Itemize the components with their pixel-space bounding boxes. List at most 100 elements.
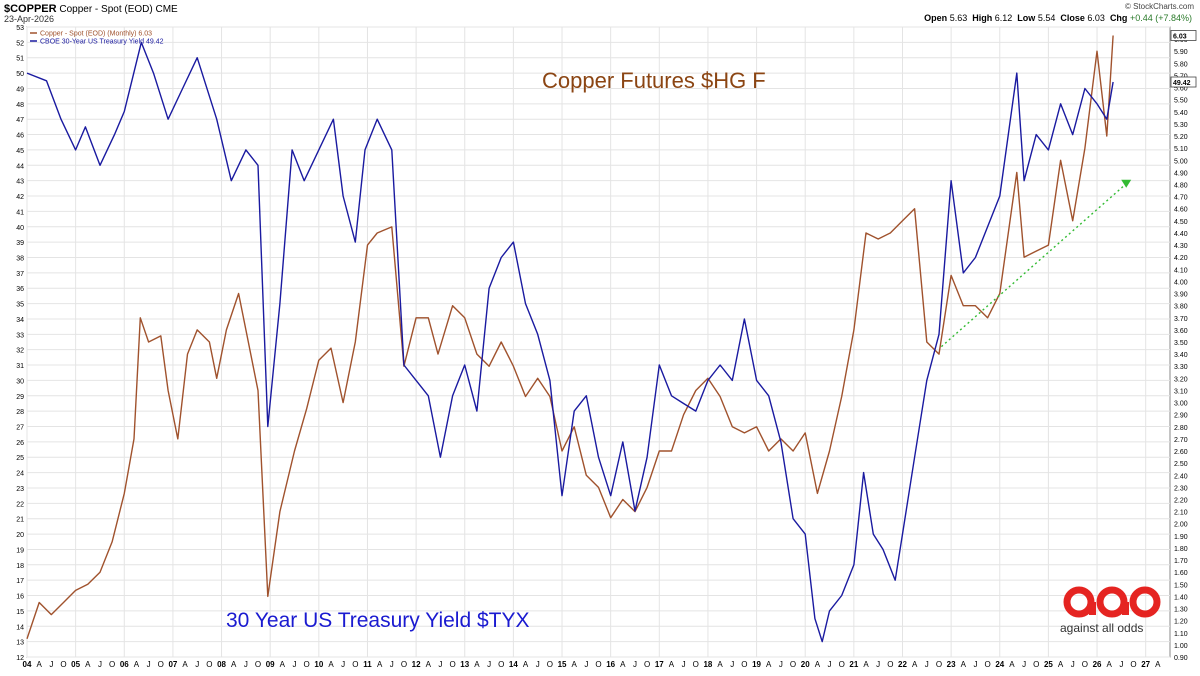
right-tick-label: 3.80 (1174, 304, 1188, 311)
x-minor-label: A (669, 660, 675, 669)
x-minor-label: A (1107, 660, 1113, 669)
right-tick-label: 5.50 (1174, 98, 1188, 105)
left-tick-label: 36 (16, 286, 24, 293)
right-tick-label: 4.40 (1174, 231, 1188, 238)
chg-label: Chg (1109, 13, 1128, 23)
plot-area (26, 26, 1171, 658)
left-tick-label: 23 (16, 486, 24, 493)
x-tick-label: 18 (703, 660, 712, 669)
x-minor-label: J (147, 660, 151, 669)
x-minor-label: O (693, 660, 699, 669)
tyx-last-tag: 49.42 (1173, 80, 1191, 87)
x-minor-label: J (973, 660, 977, 669)
x-minor-label: A (961, 660, 967, 669)
left-tick-label: 18 (16, 563, 24, 570)
left-tick-label: 52 (16, 40, 24, 47)
close-value: 6.03 (1087, 13, 1105, 23)
right-tick-label: 4.00 (1174, 279, 1188, 286)
x-minor-label: J (49, 660, 53, 669)
x-tick-label: 13 (460, 660, 469, 669)
x-tick-label: 27 (1141, 660, 1150, 669)
right-tick-label: 4.90 (1174, 170, 1188, 177)
x-minor-label: A (280, 660, 286, 669)
against-all-odds-logo (1063, 586, 1161, 618)
right-tick-label: 2.10 (1174, 510, 1188, 517)
high-value: 6.12 (994, 13, 1013, 23)
x-minor-label: O (1082, 660, 1088, 669)
copper-annotation: Copper Futures $HG F (542, 68, 766, 93)
x-tick-label: 23 (947, 660, 956, 669)
tyx-last-tag-box (1170, 76, 1197, 88)
right-tick-label: 4.80 (1174, 183, 1188, 190)
x-minor-label: O (158, 660, 164, 669)
right-tick-label: 3.90 (1174, 292, 1188, 299)
x-tick-label: 24 (995, 660, 1004, 669)
x-minor-label: A (1155, 660, 1161, 669)
x-tick-label: 05 (71, 660, 80, 669)
left-tick-label: 27 (16, 425, 24, 432)
x-tick-label: 16 (606, 660, 615, 669)
left-tick-label: 39 (16, 240, 24, 247)
x-minor-label: O (741, 660, 747, 669)
x-minor-label: J (682, 660, 686, 669)
left-tick-label: 26 (16, 440, 24, 447)
instrument-name: Copper - Spot (EOD) CME (59, 4, 178, 15)
left-tick-label: 28 (16, 409, 24, 416)
left-tick-label: 51 (16, 56, 24, 63)
right-tick-label: 1.90 (1174, 534, 1188, 541)
x-minor-label: A (912, 660, 918, 669)
x-minor-label: A (134, 660, 140, 669)
x-tick-label: 19 (752, 660, 761, 669)
x-tick-label: 07 (168, 660, 177, 669)
right-tick-label: 2.20 (1174, 498, 1188, 505)
x-tick-label: 21 (849, 660, 858, 669)
low-value: 5.54 (1037, 13, 1056, 23)
left-tick-label: 25 (16, 455, 24, 462)
legend-entry: Copper - Spot (EOD) (Monthly) 6.03 (40, 31, 152, 38)
chart-header: $COPPER Copper - Spot (EOD) CME 23-Apr-2… (0, 0, 1200, 26)
x-minor-label: A (1009, 660, 1015, 669)
x-tick-label: 22 (898, 660, 907, 669)
right-tick-label: 2.80 (1174, 425, 1188, 432)
left-tick-label: 50 (16, 71, 24, 78)
x-minor-label: J (828, 660, 832, 669)
x-minor-label: O (255, 660, 261, 669)
right-tick-label: 2.40 (1174, 473, 1188, 480)
right-tick-label: 3.30 (1174, 364, 1188, 371)
right-tick-label: 5.30 (1174, 122, 1188, 129)
open-value: 5.63 (949, 13, 968, 23)
right-tick-label: 4.10 (1174, 267, 1188, 274)
x-minor-label: A (474, 660, 480, 669)
right-tick-label: 5.10 (1174, 146, 1188, 153)
x-minor-label: O (304, 660, 310, 669)
x-minor-label: J (244, 660, 248, 669)
high-label: High (972, 13, 993, 23)
left-tick-label: 40 (16, 225, 24, 232)
grid-lines (26, 26, 1170, 658)
right-tick-label: 1.80 (1174, 546, 1188, 553)
x-minor-label: O (547, 660, 553, 669)
x-minor-label: J (390, 660, 394, 669)
x-tick-label: 10 (314, 660, 323, 669)
x-minor-label: J (1071, 660, 1075, 669)
left-tick-label: 42 (16, 194, 24, 201)
tyx-annotation: 30 Year US Treasury Yield $TYX (226, 609, 530, 632)
x-tick-label: 08 (217, 660, 226, 669)
left-tick-label: 30 (16, 378, 24, 385)
x-minor-label: O (498, 660, 504, 669)
right-tick-label: 1.10 (1174, 631, 1188, 638)
x-tick-label: 12 (412, 660, 421, 669)
x-tick-label: 25 (1044, 660, 1053, 669)
x-minor-label: O (1033, 660, 1039, 669)
x-minor-label: J (98, 660, 102, 669)
left-tick-label: 35 (16, 302, 24, 309)
x-minor-label: O (839, 660, 845, 669)
x-minor-label: O (595, 660, 601, 669)
x-minor-label: A (328, 660, 334, 669)
x-minor-label: J (1119, 660, 1123, 669)
ohlc-readout: Open 5.63 High 6.12 Low 5.54 Close 6.03 … (924, 13, 1192, 23)
x-tick-label: 14 (509, 660, 518, 669)
left-tick-label: 24 (16, 471, 24, 478)
x-minor-label: O (936, 660, 942, 669)
